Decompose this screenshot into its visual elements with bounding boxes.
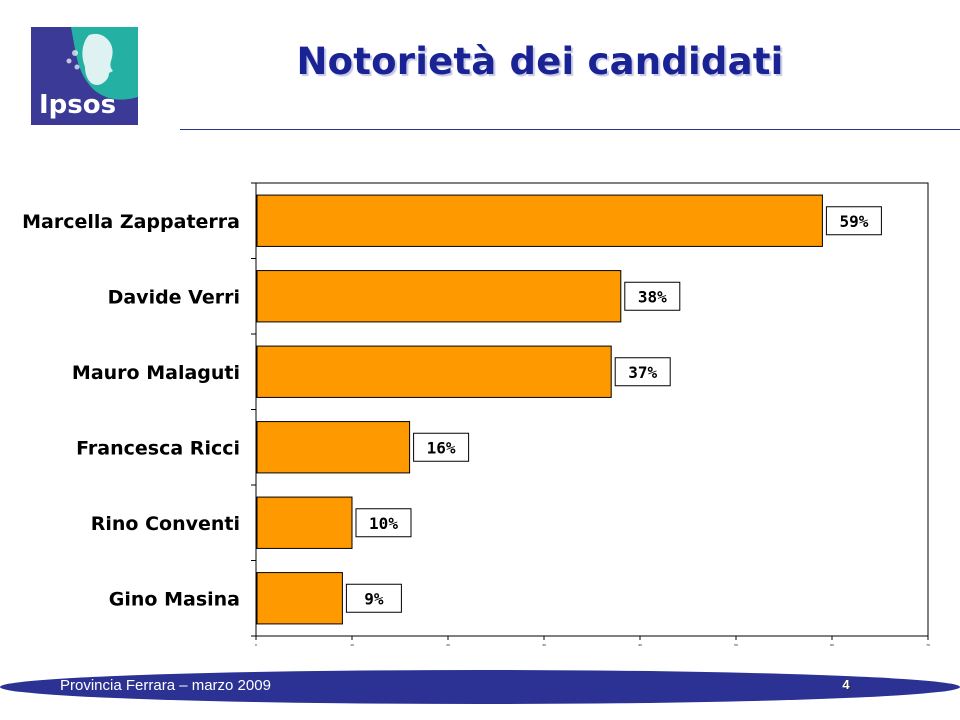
bar (256, 572, 343, 625)
x-tick-label: 60 (830, 643, 834, 647)
x-tick-label: 0 (255, 643, 257, 647)
footer-ellipse (0, 670, 960, 704)
footer-text: Provincia Ferrara – marzo 2009 (60, 677, 271, 694)
logo-head-silhouette (82, 33, 113, 85)
data-label-box (413, 432, 470, 462)
data-label: 37% (628, 363, 657, 382)
logo-dot (72, 50, 78, 56)
x-tick-label: 20 (446, 643, 450, 647)
x-tick-label: 40 (638, 643, 642, 647)
x-tick-label: 10 (350, 643, 354, 647)
data-label: 59% (839, 212, 868, 231)
footer-band (0, 670, 960, 704)
x-tick-label: 70 (926, 643, 930, 647)
category-label: Davide Verri (108, 286, 240, 308)
logo-text: Ipsos (39, 90, 116, 120)
x-tick-label: 30 (542, 643, 546, 647)
category-label: Mauro Malaguti (72, 362, 240, 384)
data-label-box (624, 281, 681, 311)
data-label: 38% (638, 287, 667, 306)
bar (256, 345, 612, 398)
awareness-bar-chart: 0 10 20 30 40 50 60 70 Marcella Zappaterra 59% Dav… (22, 182, 930, 647)
data-label-box (355, 508, 412, 538)
data-label-box (345, 583, 402, 613)
category-label: Gino Masina (109, 588, 240, 610)
page-number: 4 (842, 677, 850, 692)
page-title: Notorietà dei candidati (296, 40, 784, 83)
category-label: Marcella Zappaterra (22, 211, 240, 233)
bar (256, 421, 411, 474)
logo-dot (66, 58, 72, 64)
data-label: 16% (427, 438, 456, 457)
data-label: 9% (364, 589, 384, 608)
title-divider (180, 129, 960, 130)
bar (256, 194, 823, 247)
bar (256, 496, 353, 549)
data-label-box (825, 206, 882, 236)
plot-area (255, 182, 929, 637)
category-label: Rino Conventi (91, 513, 240, 535)
x-tick-label: 50 (734, 643, 738, 647)
logo-dot (74, 64, 80, 70)
bar (256, 270, 622, 323)
ipsos-logo: Ipsos (31, 27, 138, 125)
data-label: 10% (369, 514, 398, 533)
data-label-box (614, 357, 671, 387)
category-label: Francesca Ricci (76, 437, 240, 459)
